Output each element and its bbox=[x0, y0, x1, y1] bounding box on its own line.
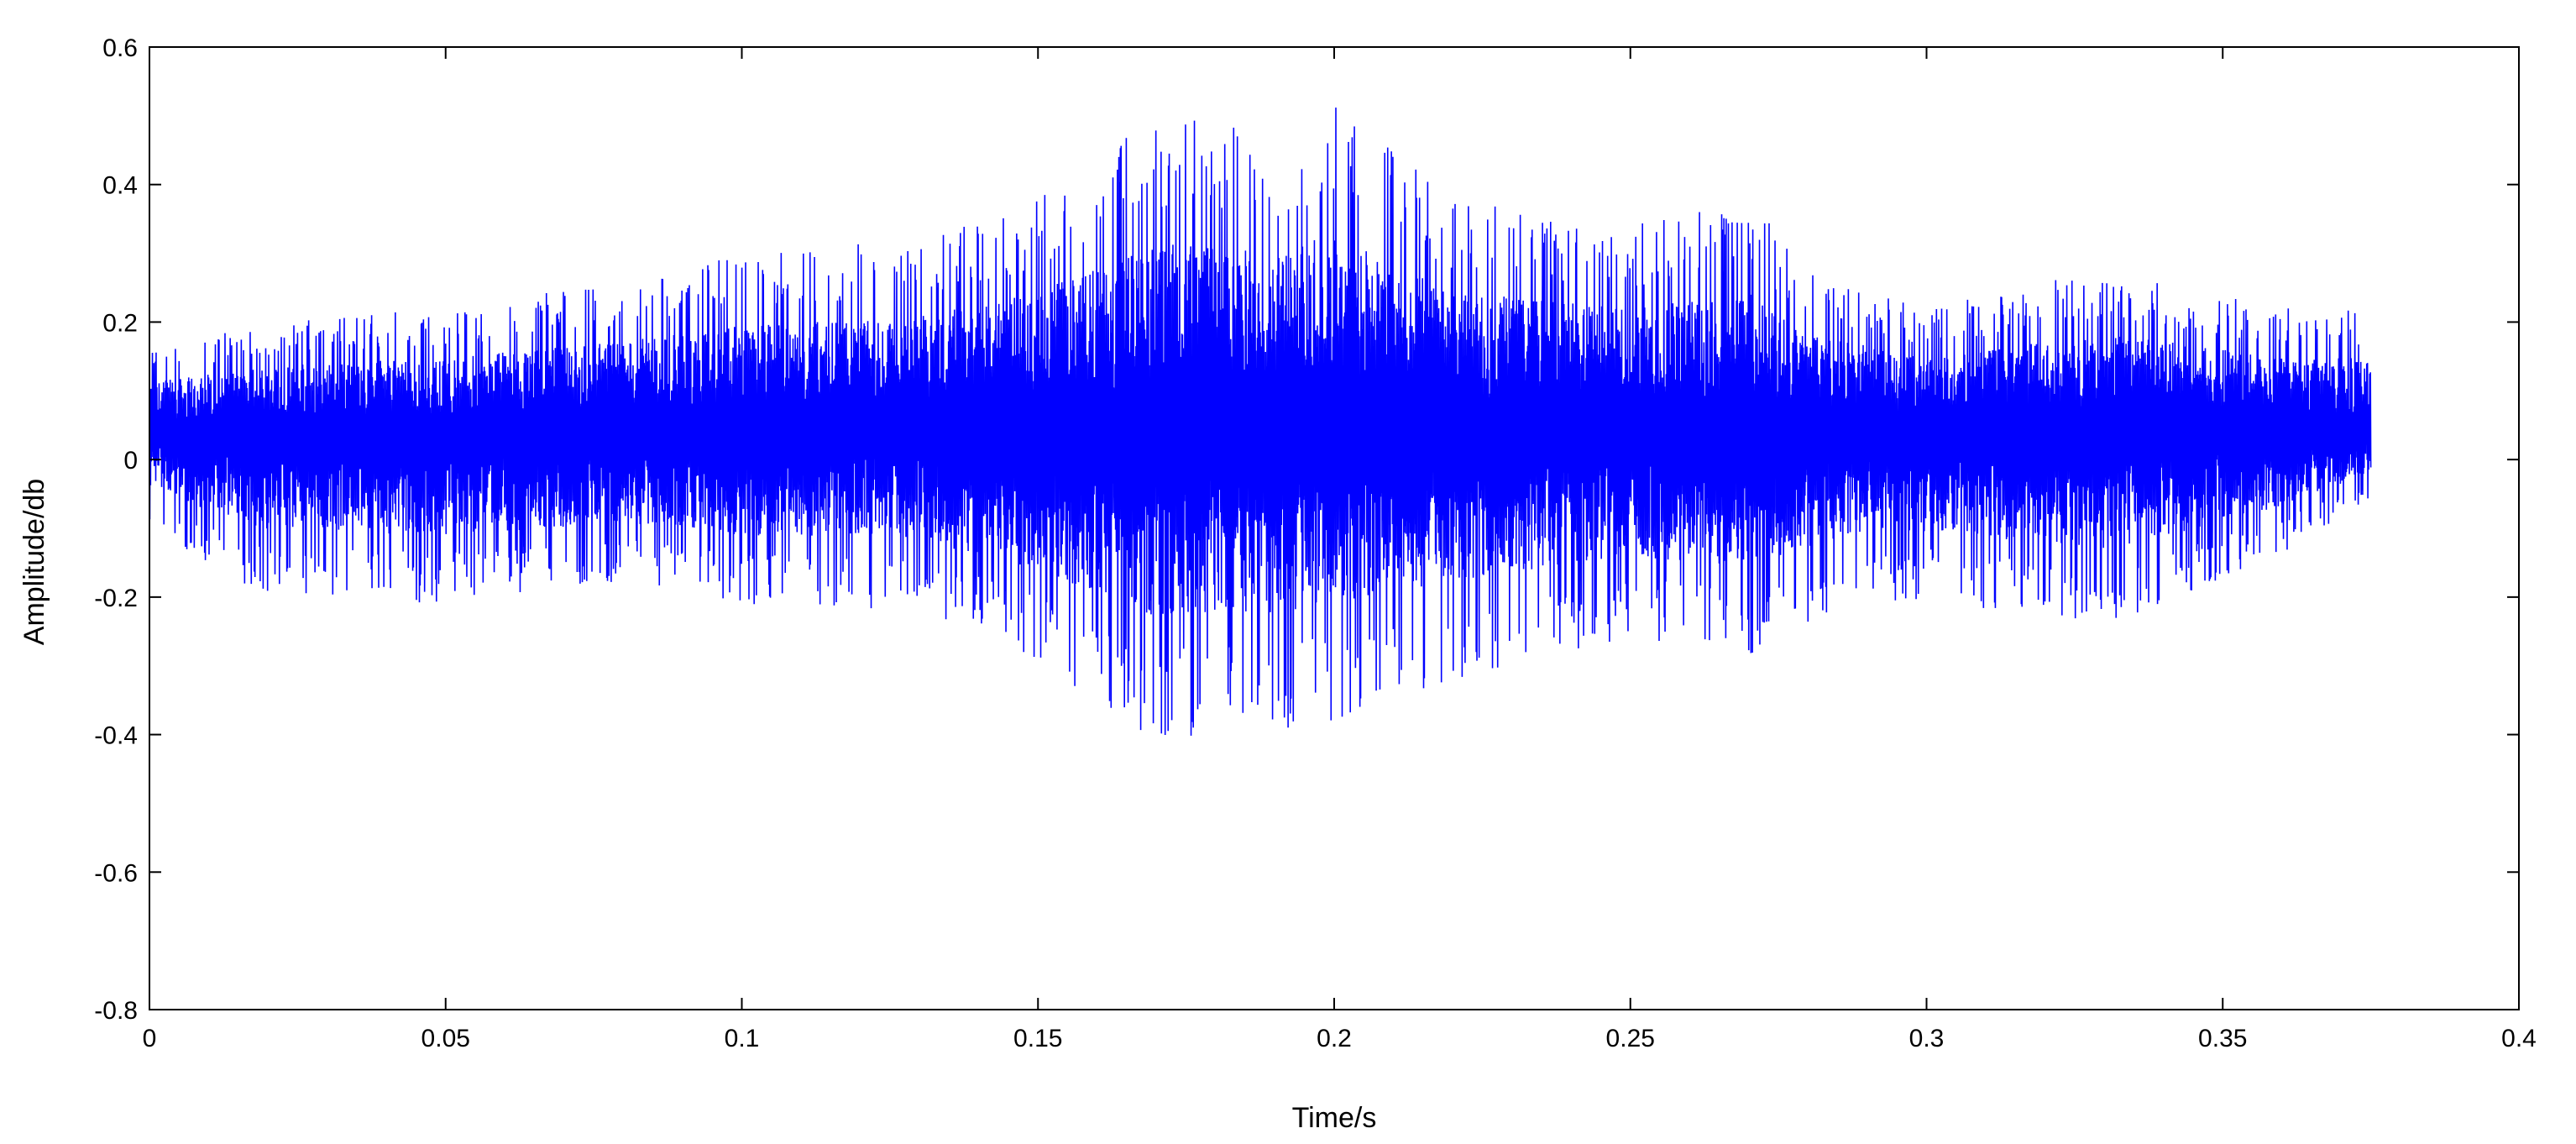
waveform-series-line bbox=[149, 108, 2372, 736]
y-tick-label: 0.2 bbox=[102, 309, 138, 337]
x-tick-label: 0.2 bbox=[1317, 1025, 1352, 1052]
x-tick-label: 0.3 bbox=[1909, 1025, 1945, 1052]
x-tick-label: 0.1 bbox=[725, 1025, 760, 1052]
x-tick-label: 0.4 bbox=[2501, 1025, 2537, 1052]
y-tick-label: -0.8 bbox=[94, 997, 138, 1025]
x-tick-label: 0.35 bbox=[2198, 1025, 2247, 1052]
series-layer bbox=[149, 108, 2372, 736]
y-tick-label: -0.2 bbox=[94, 585, 138, 612]
y-tick-label: -0.4 bbox=[94, 722, 138, 750]
x-tick-label: 0 bbox=[143, 1025, 157, 1052]
x-tick-label: 0.15 bbox=[1013, 1025, 1062, 1052]
y-axis-label: Amplitude/db bbox=[18, 479, 50, 645]
x-tick-label: 0.05 bbox=[421, 1025, 470, 1052]
x-axis: 0 0.05 0.1 0.15 0.2 0.25 0.3 0.35 0.4 bbox=[143, 47, 2537, 1052]
y-axis: 0.6 0.4 0.2 0 -0.2 -0.4 -0.6 -0.8 bbox=[94, 34, 2519, 1025]
x-tick-label: 0.25 bbox=[1606, 1025, 1655, 1052]
y-tick-label: 0 bbox=[123, 447, 138, 475]
y-tick-label: 0.4 bbox=[102, 172, 138, 200]
y-tick-label: -0.6 bbox=[94, 859, 138, 887]
y-tick-label: 0.6 bbox=[102, 34, 138, 62]
x-axis-label: Time/s bbox=[1292, 1102, 1377, 1134]
